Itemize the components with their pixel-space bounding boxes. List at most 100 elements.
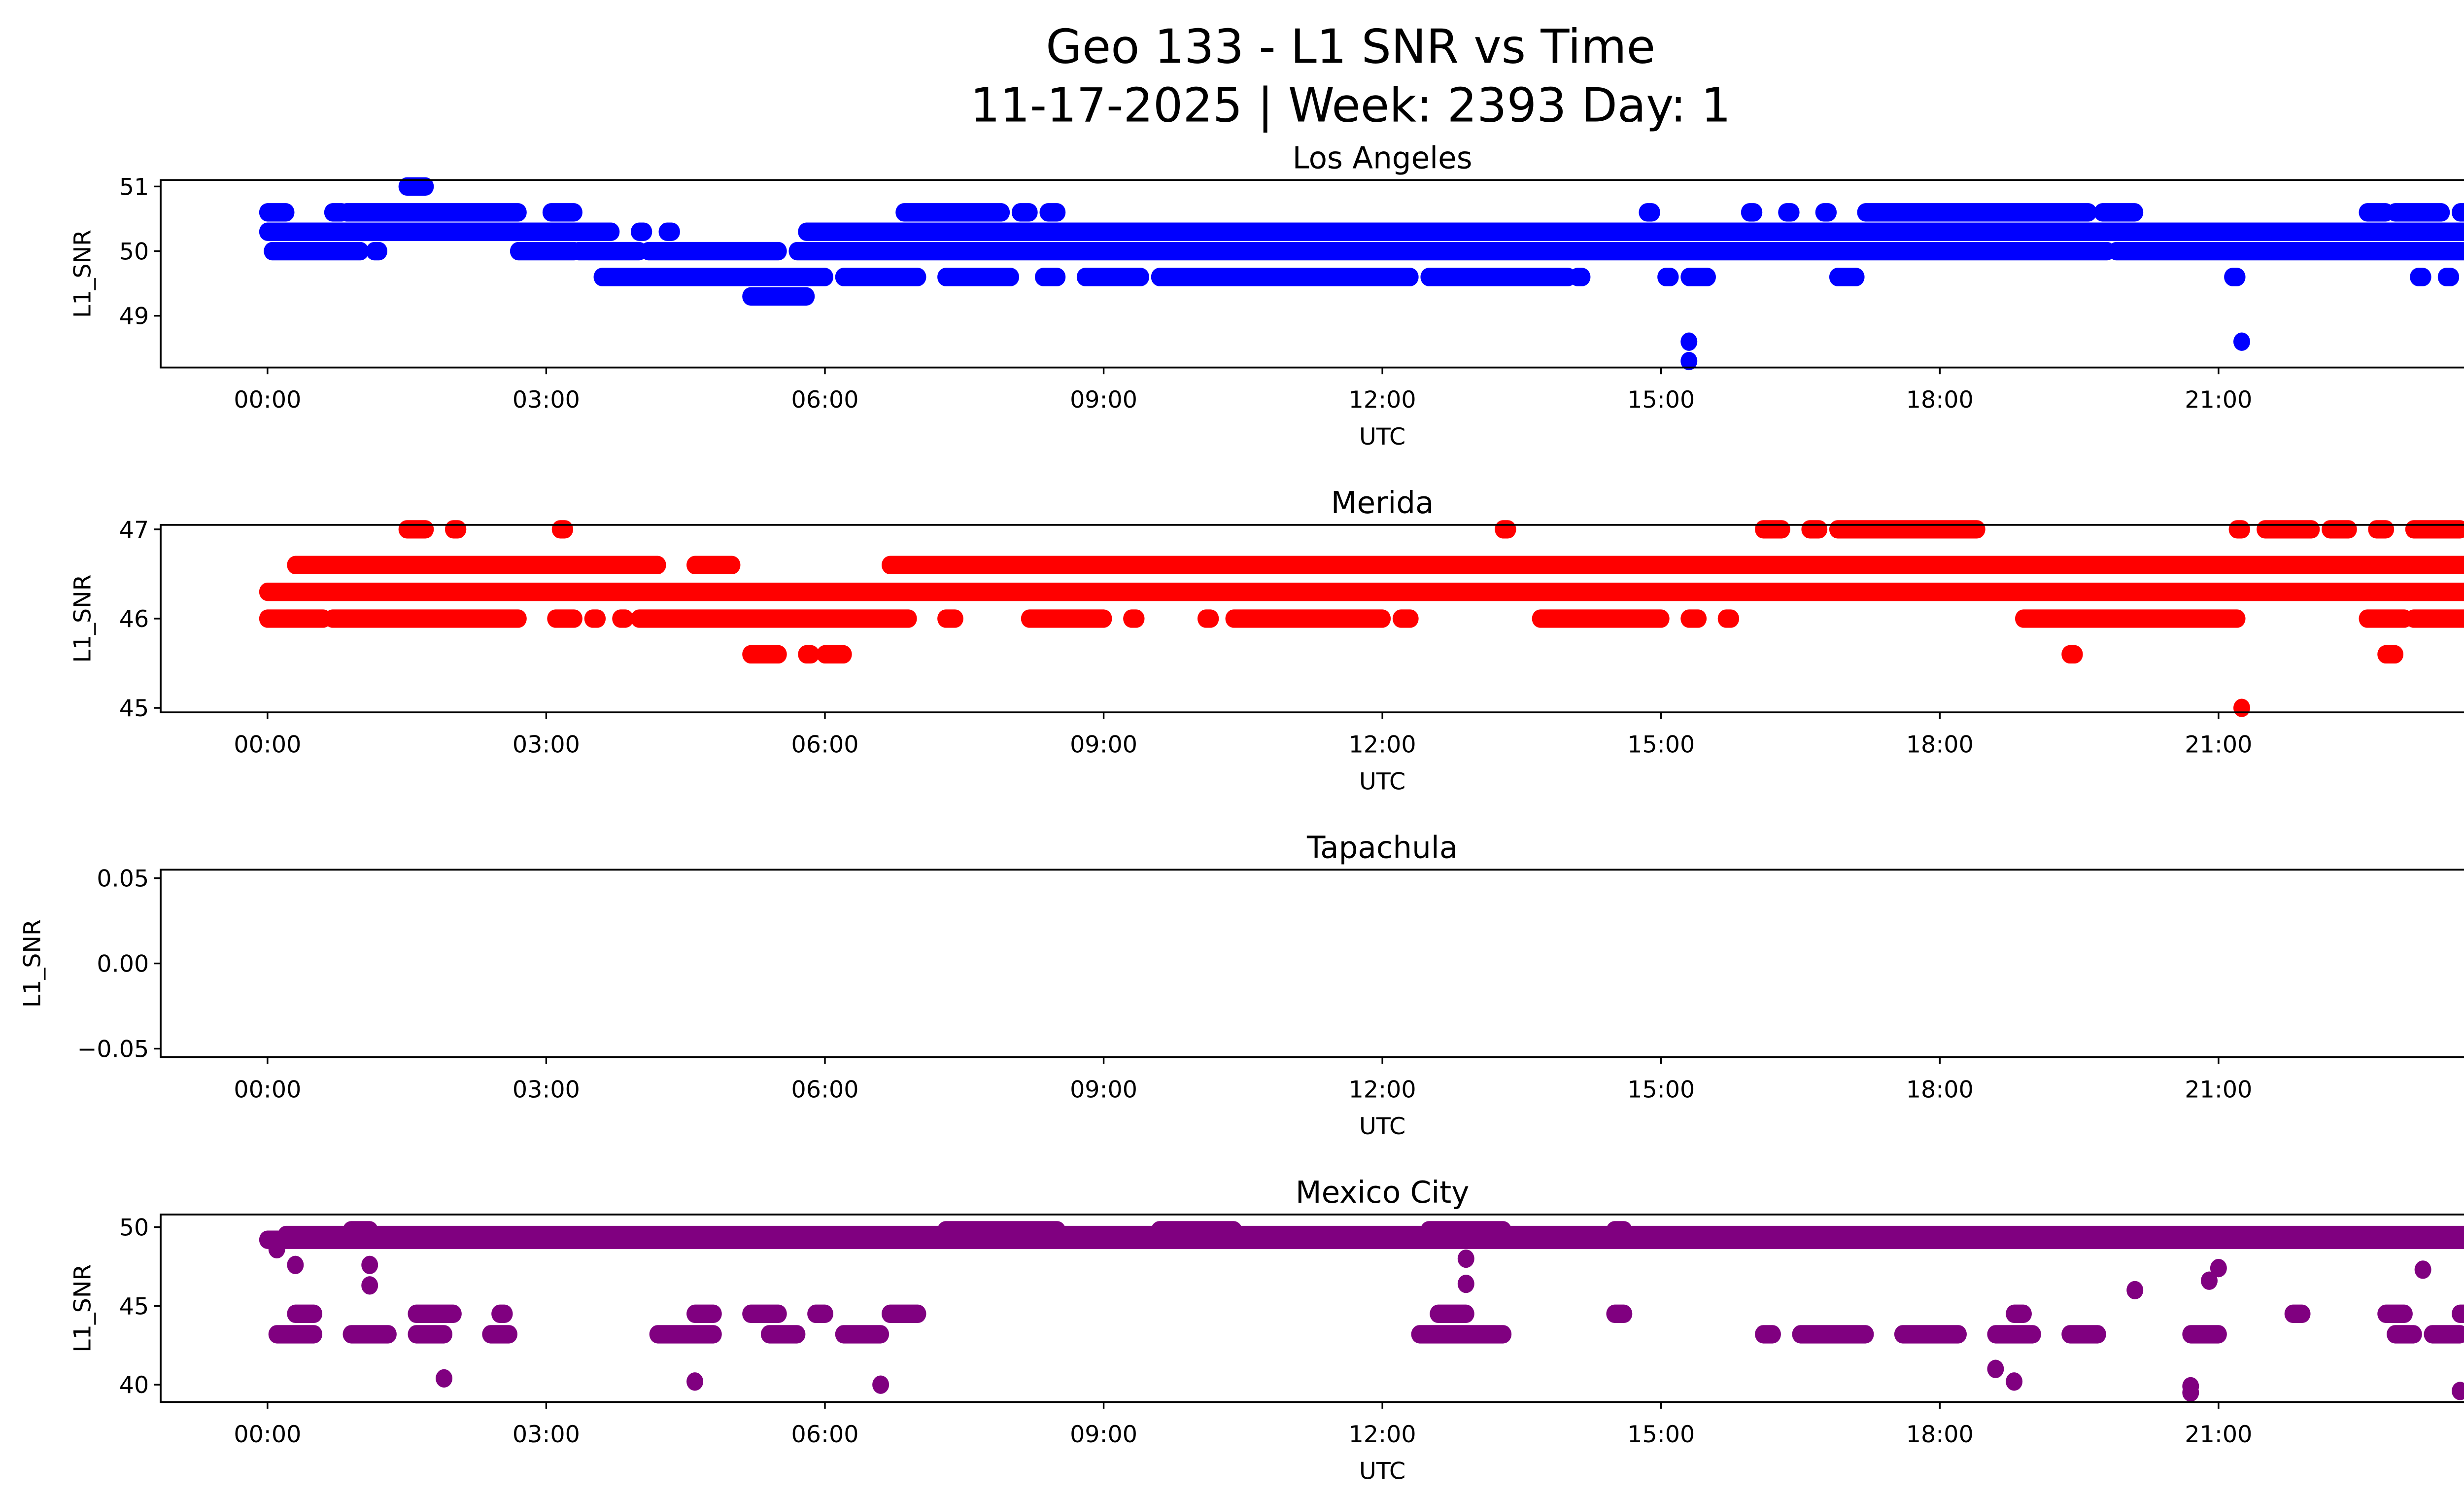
- scatter-run: [366, 242, 388, 261]
- x-tick-label: 12:00: [1349, 1076, 1416, 1103]
- x-tick-label: 06:00: [791, 1421, 858, 1448]
- scatter-run: [798, 222, 2464, 241]
- y-tick-label: 45: [119, 1293, 149, 1320]
- scatter-point: [436, 1369, 453, 1388]
- scatter-point: [1457, 1274, 1474, 1293]
- scatter-run: [2452, 1304, 2464, 1323]
- x-tick-label: 21:00: [2185, 1076, 2252, 1103]
- scatter-run: [937, 609, 963, 628]
- scatter-run: [649, 1325, 722, 1344]
- scatter-run: [1532, 609, 1670, 628]
- scatter-run: [881, 556, 2464, 575]
- scatter-point: [1680, 332, 1698, 351]
- scatter-run: [2387, 203, 2450, 222]
- subplot-los-angeles: Los Angeles 49 50 51 00:00 03:00 06:00 09:00 12:…: [69, 140, 2464, 451]
- y-axis-label: L1_SNR: [69, 574, 96, 662]
- scatter-run: [1151, 268, 1419, 286]
- scatter-point: [1680, 351, 1698, 371]
- x-tick-label: 06:00: [791, 1076, 858, 1103]
- scatter-run: [630, 609, 917, 628]
- scatter-point: [361, 1276, 378, 1295]
- scatter-run: [324, 609, 527, 628]
- scatter-series: [259, 520, 2464, 717]
- y-tick-label: 0.05: [97, 866, 149, 893]
- scatter-run: [1778, 203, 1800, 222]
- axes-frame: [160, 869, 2464, 1058]
- scatter-run: [2387, 1325, 2422, 1344]
- scatter-run: [551, 520, 574, 539]
- scatter-run: [2377, 645, 2404, 664]
- scatter-run: [686, 1304, 722, 1323]
- scatter-run: [742, 645, 787, 664]
- scatter-run: [2322, 520, 2357, 539]
- scatter-run: [816, 645, 852, 664]
- scatter-run: [1035, 268, 1066, 286]
- scatter-run: [2094, 203, 2144, 222]
- scatter-point: [1457, 1249, 1474, 1268]
- x-axis-label: UTC: [1359, 1113, 1405, 1140]
- scatter-run: [2368, 520, 2395, 539]
- y-tick-label: 46: [119, 606, 149, 633]
- scatter-run: [398, 520, 434, 539]
- x-tick-label: 18:00: [1906, 1421, 1974, 1448]
- y-axis-label: L1_SNR: [69, 230, 96, 318]
- scatter-run: [1411, 1325, 1512, 1344]
- y-tick-label: 50: [119, 1215, 149, 1242]
- scatter-run: [1680, 609, 1707, 628]
- scatter-run: [1076, 268, 1149, 286]
- scatter-point: [287, 1255, 304, 1274]
- y-axis-label: L1_SNR: [69, 1264, 96, 1353]
- x-tick-label: 21:00: [2185, 386, 2252, 414]
- scatter-point: [1987, 1359, 2004, 1378]
- scatter-run: [2182, 1325, 2227, 1344]
- scatter-run: [2405, 609, 2464, 628]
- scatter-point: [2210, 1258, 2227, 1278]
- scatter-run: [686, 556, 741, 575]
- scatter-run: [1392, 609, 1419, 628]
- scatter-run: [807, 1304, 833, 1323]
- subplot-title: Los Angeles: [1293, 140, 1472, 175]
- scatter-run: [342, 1221, 378, 1240]
- x-tick-label: 00:00: [234, 386, 301, 414]
- scatter-run: [408, 1304, 462, 1323]
- x-tick-label: 03:00: [513, 1076, 580, 1103]
- x-tick-label: 18:00: [1906, 731, 1974, 759]
- scatter-run: [2461, 1327, 2464, 1342]
- x-tick-label: 09:00: [1070, 1076, 1137, 1103]
- x-tick-label: 21:00: [2185, 731, 2252, 759]
- scatter-run: [408, 1325, 453, 1344]
- scatter-run: [1680, 268, 1716, 286]
- scatter-point: [361, 1255, 378, 1274]
- subplot-mexico-city: Mexico City 40 45 50 00:00 03:00 06:00 09:00 12:…: [69, 1175, 2464, 1485]
- x-tick-label: 12:00: [1349, 731, 1416, 759]
- scatter-run: [2405, 520, 2464, 539]
- scatter-run: [547, 609, 582, 628]
- scatter-run: [264, 242, 369, 261]
- scatter-run: [2228, 520, 2250, 539]
- scatter-point: [686, 1372, 704, 1391]
- y-tick-label: 47: [119, 517, 149, 544]
- x-tick-label: 03:00: [513, 731, 580, 759]
- y-tick-label: −0.05: [77, 1036, 149, 1063]
- scatter-point: [2201, 1271, 2218, 1290]
- scatter-run: [1011, 203, 1038, 222]
- x-tick-label: 00:00: [234, 731, 301, 759]
- subplot-title: Tapachula: [1306, 831, 1458, 866]
- scatter-run: [1606, 1304, 1633, 1323]
- scatter-run: [2015, 609, 2246, 628]
- x-tick-label: 12:00: [1349, 386, 1416, 414]
- scatter-run: [1430, 1304, 1474, 1323]
- subplot-title: Merida: [1331, 486, 1434, 521]
- x-tick-label: 18:00: [1906, 1076, 1974, 1103]
- x-tick-label: 03:00: [513, 1421, 580, 1448]
- scatter-run: [287, 556, 666, 575]
- scatter-run: [338, 203, 527, 222]
- scatter-run: [1829, 520, 1985, 539]
- scatter-point: [2233, 698, 2250, 717]
- scatter-run: [2284, 1304, 2311, 1323]
- scatter-run: [268, 1325, 323, 1344]
- x-tick-label: 09:00: [1070, 386, 1137, 414]
- scatter-run: [1420, 268, 1577, 286]
- x-tick-label: 09:00: [1070, 731, 1137, 759]
- scatter-run: [2359, 203, 2395, 222]
